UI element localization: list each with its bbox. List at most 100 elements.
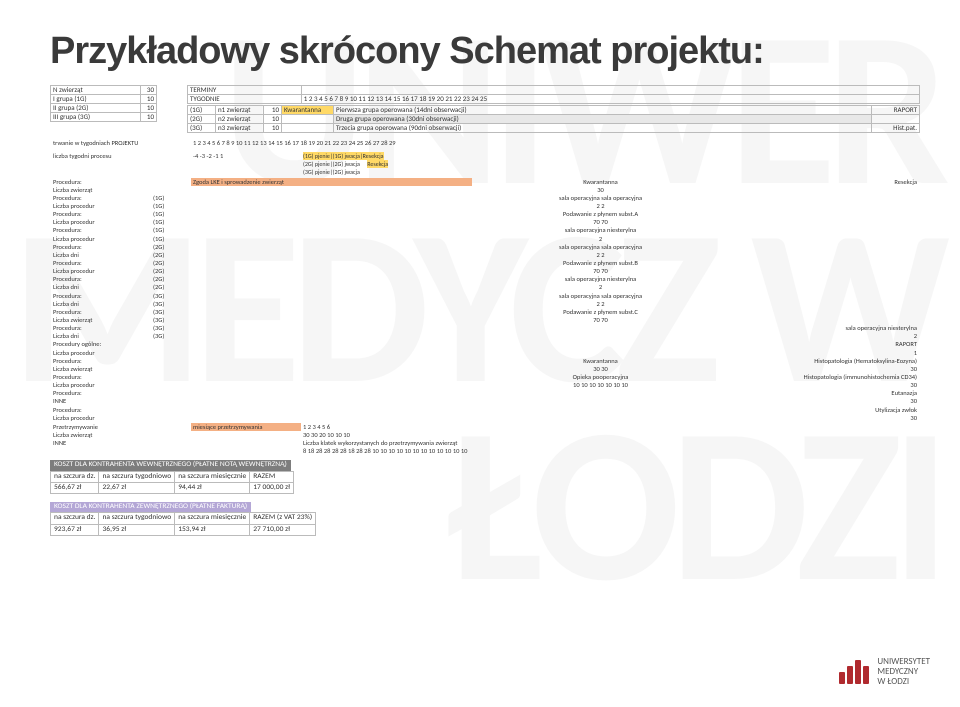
- proc-tail: [730, 211, 920, 219]
- cost-block-internal: KOSZT DLA KONTRAHENTA WEWNĘTRZNEGO (PŁAT…: [50, 460, 920, 494]
- cost1-v3: 17 000,00 zł: [250, 482, 294, 493]
- cost2-v1: 36,95 zł: [99, 524, 175, 535]
- proc-mid: [472, 341, 730, 349]
- group-row-val: 10: [141, 104, 157, 113]
- proc-val: [191, 194, 472, 202]
- cost2-h2: na szczura miesięcznie: [175, 513, 250, 524]
- proc-label: INNE: [51, 398, 151, 406]
- histpat-label: Hist.pat.: [872, 124, 920, 133]
- nz-header: N zwierząt: [51, 86, 141, 95]
- proc-group: [151, 365, 191, 373]
- proc-val: [191, 357, 472, 365]
- proc-val: [191, 202, 472, 210]
- cost1-v0: 566,67 zł: [51, 482, 99, 493]
- proces-table: liczba tygodni procesu -4 -3 -2 -1 1 (1G…: [50, 152, 920, 177]
- cost2-v3: 27 710,00 zł: [250, 524, 316, 535]
- proc-tail: Utylizacja zwłok: [730, 406, 920, 414]
- proc-label: Liczba dni: [51, 284, 151, 292]
- proc-val: [191, 341, 472, 349]
- group-row-label: II grupa (2G): [51, 104, 141, 113]
- g-code: (2G): [188, 115, 216, 124]
- proc-val: [191, 365, 472, 373]
- proc-val: [191, 284, 472, 292]
- proc-val: [191, 186, 472, 194]
- proc-group: [151, 382, 191, 390]
- cost2-h0: na szczura dz.: [51, 513, 99, 524]
- proc-val: [191, 251, 472, 259]
- proc-val: [191, 373, 472, 381]
- proc-val: [191, 219, 472, 227]
- g-nz: n1 zwierząt: [216, 106, 264, 115]
- cost2-table: na szczura dz. na szczura tygodniowo na …: [50, 512, 316, 536]
- proc-group: (3G): [151, 333, 191, 341]
- proc-label: Liczba procedur: [51, 414, 151, 422]
- cost1-h3: RAZEM: [250, 471, 294, 482]
- logo-text: UNIWERSYTET MEDYCZNY W ŁODZI: [877, 657, 930, 687]
- g-nz: n3 zwierząt: [216, 124, 264, 133]
- kwarantanna-bar: Kwarantanna: [282, 106, 334, 115]
- group-row-val: 10: [141, 113, 157, 122]
- groups-table: N zwierząt30 I grupa (1G)10 II grupa (2G…: [50, 85, 157, 122]
- proc-tail: Histopatologia (immunohistochemia CD34): [730, 373, 920, 381]
- proc-label: Liczba procedur: [51, 349, 151, 357]
- proc-tail: RAPORT: [730, 341, 920, 349]
- cost2-h3: RAZEM (z VAT 23%): [250, 513, 316, 524]
- cost1-v1: 22,67 zł: [99, 482, 175, 493]
- tygodnie-label: TYGODNIE: [188, 95, 302, 104]
- proc-mid: sala operacyjna sala operacyjna: [472, 292, 730, 300]
- g-desc: Druga grupa operowana (30dni obserwacji): [334, 115, 872, 124]
- weeks-top: 1 2 3 4 5 6 7 8 9 10 11 12 13 14 15 16 1…: [301, 95, 919, 104]
- proc-val: [191, 398, 472, 406]
- proc-tail: [730, 276, 920, 284]
- proces-desc2: (2G) pjenie|(2G) jwacja Resekcja: [301, 161, 860, 169]
- proc-val: Zgoda LKE i sprowadzenie zwierząt: [191, 178, 472, 186]
- timeline-table: trwanie w tygodniach PROJEKTU 1 2 3 4 5 …: [50, 139, 920, 148]
- proc-group: [151, 349, 191, 357]
- proc-tail: 30: [730, 398, 920, 406]
- proc-mid: [472, 333, 730, 341]
- proc-tail: [730, 243, 920, 251]
- proc-group: [151, 178, 191, 186]
- proc-val: [191, 325, 472, 333]
- group-row-label: I grupa (1G): [51, 95, 141, 104]
- trwanie-label: trwanie w tygodniach PROJEKTU: [51, 140, 191, 148]
- proc-tail: 2: [730, 333, 920, 341]
- klatki-row: 8 18 28 28 28 28 18 28 28 10 10 10 10 10…: [301, 448, 920, 456]
- proc-tail: [730, 186, 920, 194]
- proces-label: liczba tygodni procesu: [51, 153, 191, 161]
- proc-tail: Histopatologia (Hematoksylina-Eozyna): [730, 357, 920, 365]
- university-logo: UNIWERSYTET MEDYCZNY W ŁODZI: [839, 657, 930, 687]
- proces-desc3: (3G) pjenie|(2G) jwacja: [301, 169, 860, 177]
- proc-val: [191, 406, 472, 414]
- logo-icon: [839, 660, 869, 684]
- proc-mid: [472, 349, 730, 357]
- proc-group: (2G): [151, 284, 191, 292]
- proc-label: Procedura:: [51, 292, 151, 300]
- proc-tail: [730, 259, 920, 267]
- slide-content: Przykładowy skrócony Schemat projektu: N…: [0, 0, 960, 556]
- cost1-v2: 94,44 zł: [175, 482, 250, 493]
- procedures-block: Procedura: Zgoda LKE i sprowadzenie zwier…: [50, 178, 920, 423]
- proc-group: (1G): [151, 235, 191, 243]
- g-v: 10: [264, 115, 282, 124]
- cost1-table: na szczura dz. na szczura tygodniowo na …: [50, 471, 294, 495]
- proc-group: [151, 341, 191, 349]
- proc-tail: [730, 292, 920, 300]
- cost1-h1: na szczura tygodniowo: [99, 471, 175, 482]
- proc-val: [191, 316, 472, 324]
- proc-group: [151, 406, 191, 414]
- proc-mid: sala operacyjna niesterylna: [472, 227, 730, 235]
- proc-val: [191, 300, 472, 308]
- g-v: 10: [264, 106, 282, 115]
- proc-tail: sala operacyjna niesterylna: [730, 325, 920, 333]
- cost2-title: KOSZT DLA KONTRAHENTA ZEWNĘTRZNEGO (PŁAT…: [50, 502, 251, 512]
- proc-label: Procedury ogólne:: [51, 341, 151, 349]
- cost1-title: KOSZT DLA KONTRAHENTA WEWNĘTRZNEGO (PŁAT…: [50, 460, 291, 470]
- proc-group: [151, 373, 191, 381]
- proc-val: [191, 243, 472, 251]
- przetrz-table: Przetrzymywanie miesiące przetrzymywania…: [50, 423, 920, 457]
- proc-val: [191, 268, 472, 276]
- g-v: 10: [264, 124, 282, 133]
- months-row: 1 2 3 4 5 6: [301, 423, 920, 431]
- schedule-table: TERMINY TYGODNIE 1 2 3 4 5 6 7 8 9 10 11…: [187, 85, 920, 104]
